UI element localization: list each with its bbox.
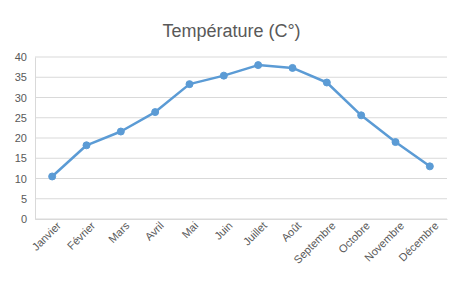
x-tick-label: Juin (212, 219, 235, 242)
y-tick-label: 25 (15, 112, 27, 124)
marks (49, 62, 434, 180)
marker (49, 173, 56, 180)
grid-line (35, 138, 447, 139)
y-tick-label: 10 (15, 173, 27, 185)
x-tick-label: Juillet (241, 219, 269, 247)
marker (117, 128, 124, 135)
grid-line (35, 77, 447, 78)
marker (220, 72, 227, 79)
grid-line (35, 219, 447, 220)
x-tick: Septembre (291, 219, 338, 266)
grid-line (35, 97, 447, 98)
title: Température (C°) (162, 21, 300, 41)
x-tick-label: Mars (106, 219, 132, 245)
y-tick-label: 5 (21, 193, 27, 205)
x-tick-label: Mai (179, 219, 200, 240)
x-tick: Janvier (29, 219, 63, 253)
grid (35, 57, 447, 219)
marker (392, 139, 399, 146)
y-tick: 15 (15, 152, 35, 164)
x-tick-label: Septembre (291, 219, 338, 266)
x-tick-label: Février (65, 219, 98, 252)
x-tick-label: Août (279, 219, 303, 243)
x-tick: Juin (212, 219, 235, 242)
y-tick-label: 30 (15, 92, 27, 104)
plot: 0 5 10 15 20 25 30 35 40 JanvierFévrier Mars Avril M… (15, 51, 448, 266)
x-tick: Mai (179, 219, 200, 240)
marker (358, 112, 365, 119)
y-tick: 0 (21, 213, 35, 225)
x-tick-label: Avril (143, 219, 166, 242)
line (52, 65, 430, 176)
marker (186, 81, 193, 88)
grid-line (35, 57, 447, 58)
y-axis: 0 5 10 15 20 25 30 35 40 (15, 51, 36, 225)
marker (152, 109, 159, 116)
background (0, 0, 463, 288)
x-tick: Août (279, 219, 303, 244)
x-axis-line (36, 219, 448, 220)
chart: 0 5 10 15 20 25 30 35 40 JanvierFévrier Mars Avril M… (0, 0, 463, 288)
y-tick: 10 (15, 173, 35, 185)
marker (289, 64, 296, 71)
x-tick: Juillet (241, 219, 269, 248)
marker (426, 163, 433, 170)
y-tick-label: 0 (21, 213, 27, 225)
y-tick-label: 15 (15, 152, 27, 164)
y-tick: 5 (21, 193, 35, 205)
y-axis-line (35, 58, 36, 220)
y-tick: 20 (15, 132, 35, 144)
y-tick: 30 (15, 92, 35, 104)
marker (255, 62, 262, 69)
x-axis: JanvierFévrier Mars Avril Mai Juin Juillet Aoû… (29, 219, 447, 266)
y-tick-label: 20 (15, 132, 27, 144)
grid-line (35, 178, 447, 179)
y-tick: 40 (15, 51, 35, 63)
x-tick: Février (65, 219, 98, 252)
marker (83, 142, 90, 149)
x-tick: Avril (143, 219, 166, 243)
marker (323, 79, 330, 86)
grid-line (35, 198, 447, 199)
grid-line (35, 117, 447, 118)
y-tick-label: 40 (15, 51, 27, 63)
y-tick: 35 (15, 71, 35, 83)
y-tick-label: 35 (15, 71, 27, 83)
x-tick-label: Décembre (396, 219, 440, 263)
y-tick: 25 (15, 112, 35, 124)
x-tick: Mars (106, 219, 132, 245)
x-tick-label: Janvier (29, 219, 63, 253)
x-tick: Décembre (396, 219, 440, 264)
grid-line (35, 158, 447, 159)
